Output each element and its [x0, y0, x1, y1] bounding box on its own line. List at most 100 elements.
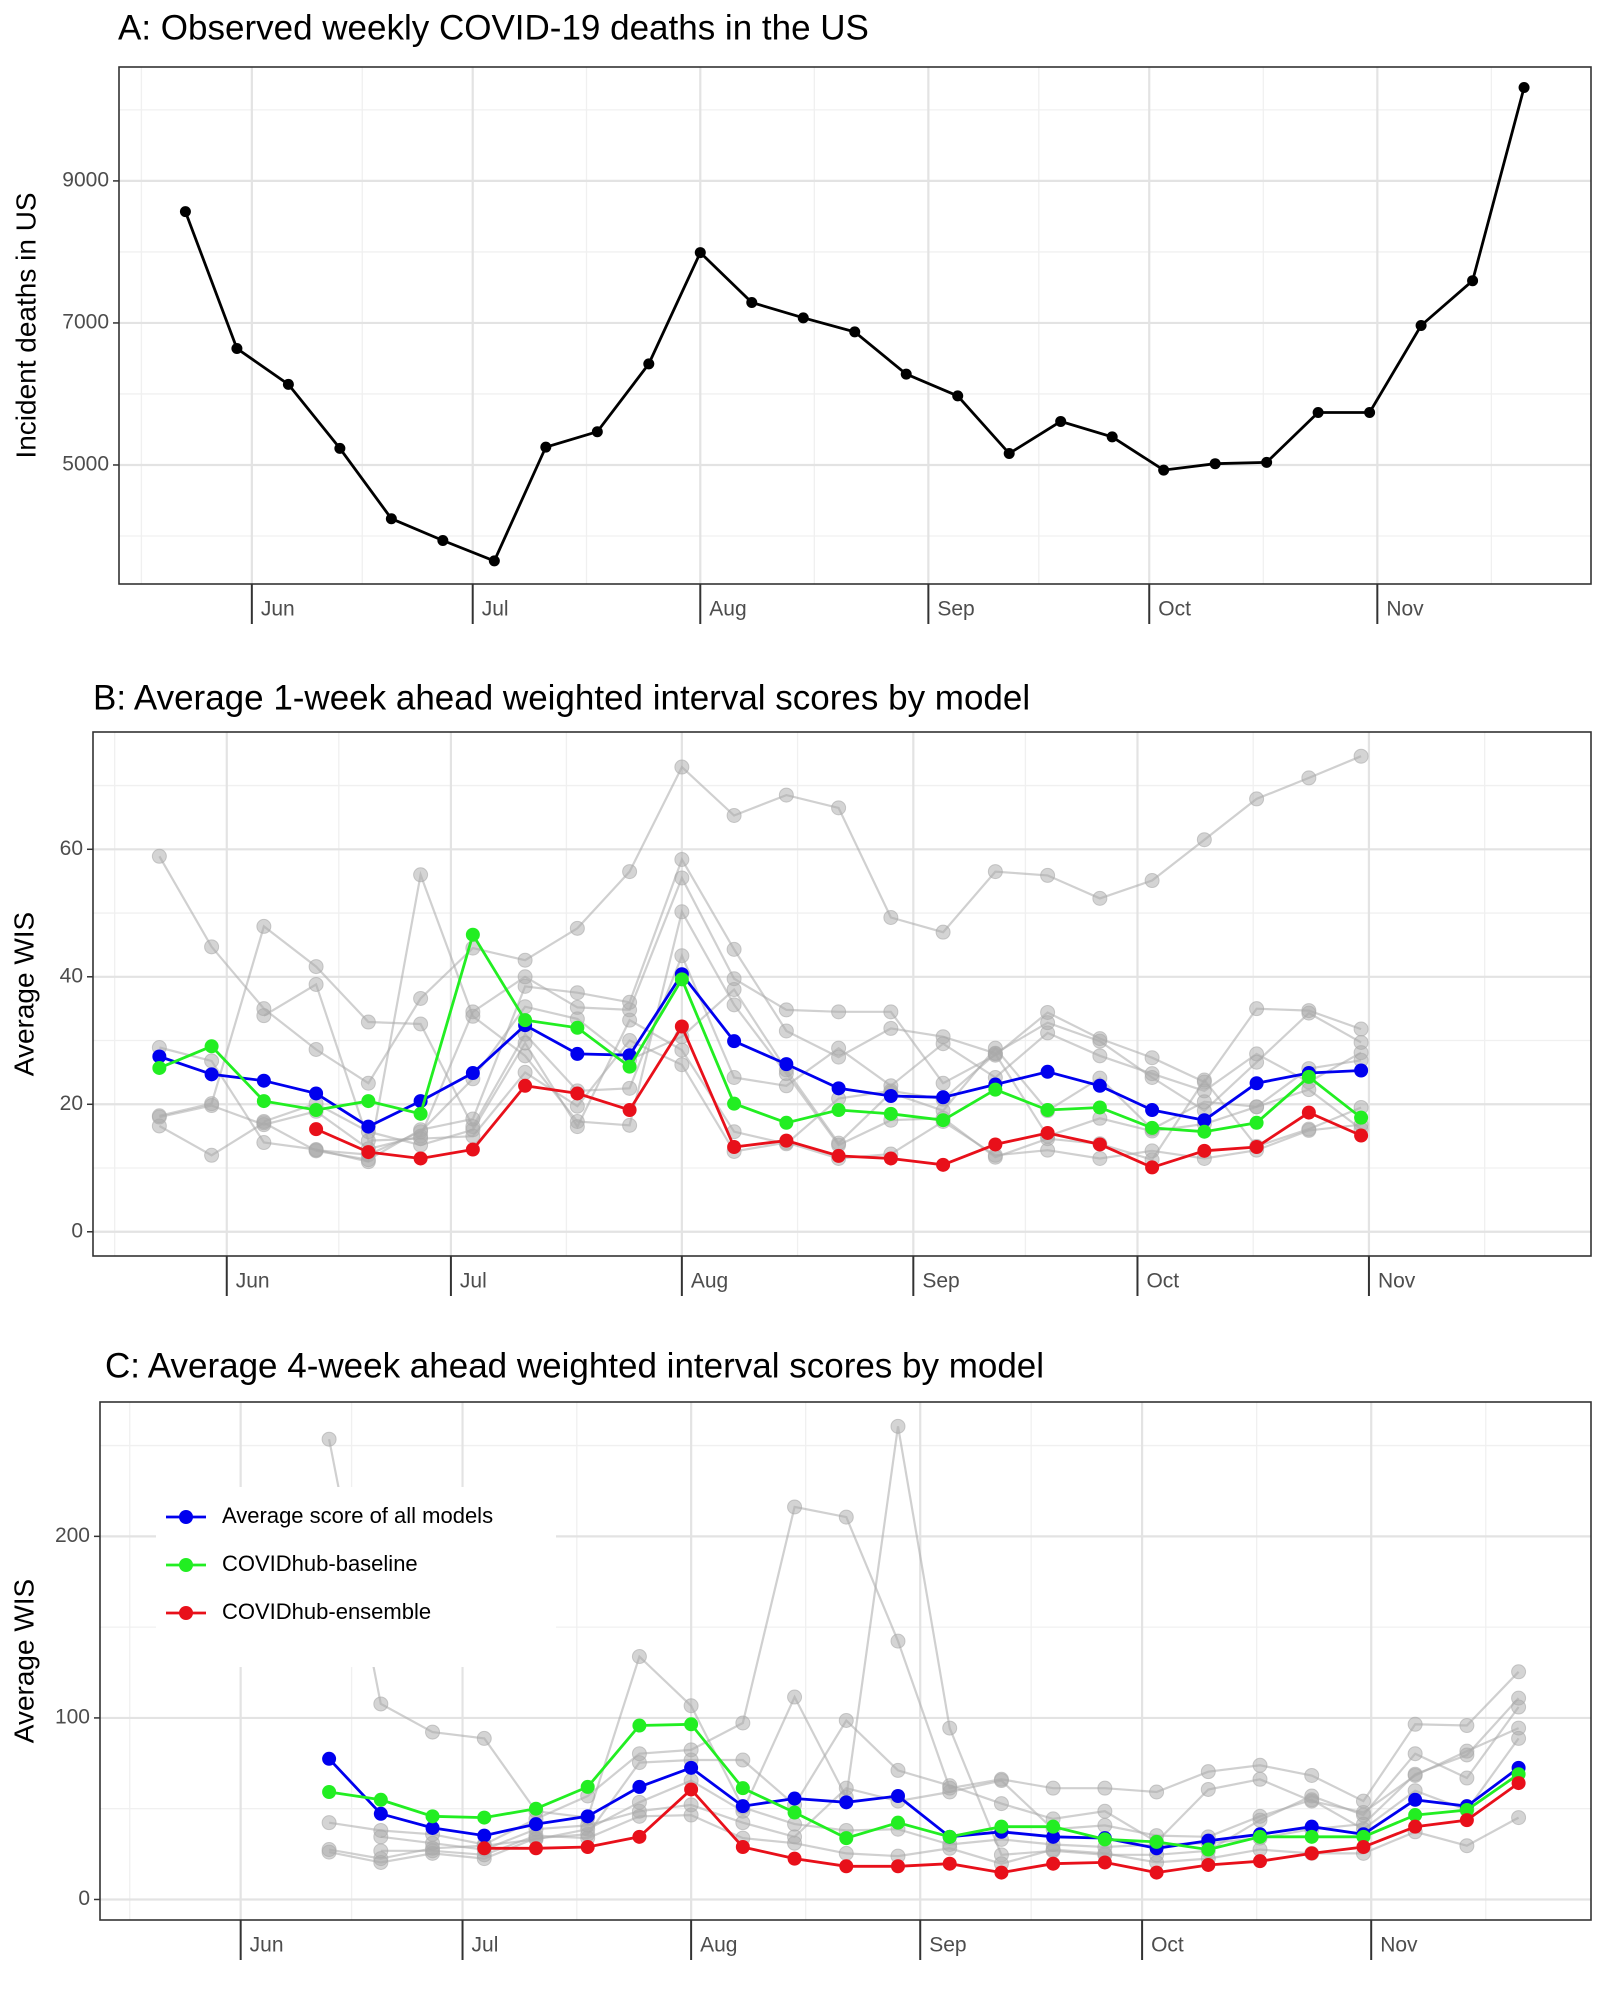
data-point — [1145, 1103, 1160, 1118]
data-point — [322, 1784, 337, 1799]
data-point — [1092, 1048, 1108, 1064]
data-point — [517, 978, 533, 994]
data-point — [632, 1829, 647, 1844]
x-tick-label: Oct — [1146, 1270, 1179, 1293]
x-tick-label: Nov — [1380, 1934, 1418, 1957]
data-point — [1197, 1124, 1212, 1139]
data-point — [1518, 82, 1530, 94]
y-tick-label: 9000 — [62, 168, 109, 191]
data-point — [1197, 1113, 1212, 1128]
data-point — [1355, 1805, 1371, 1821]
x-tick-label: Aug — [700, 1934, 737, 1957]
data-point — [1407, 1767, 1423, 1783]
data-point — [517, 952, 533, 968]
data-point — [1353, 748, 1369, 764]
data-point — [632, 1779, 647, 1794]
x-tick-label: Nov — [1386, 598, 1424, 621]
data-point — [517, 1035, 533, 1051]
data-point — [1301, 1122, 1317, 1138]
data-point — [1459, 1802, 1474, 1817]
data-point — [204, 1039, 219, 1054]
data-point — [1040, 1142, 1056, 1158]
data-point — [425, 1820, 440, 1835]
data-point — [727, 1139, 742, 1154]
data-point — [883, 1004, 899, 1020]
plot-marks — [179, 82, 1530, 567]
data-point — [151, 1108, 167, 1124]
x-tick-label: Sep — [922, 1270, 959, 1293]
data-point — [1145, 1160, 1160, 1175]
data-point — [831, 1040, 847, 1056]
data-point — [831, 1148, 846, 1163]
series-line — [328, 1722, 1520, 1852]
data-point — [631, 1649, 647, 1665]
data-point — [622, 1033, 638, 1049]
data-point — [1459, 1743, 1475, 1759]
series-line — [158, 931, 1362, 1134]
data-point — [528, 1817, 543, 1832]
y-axis-title: Incident deaths in US — [10, 192, 41, 458]
data-point — [1301, 1105, 1316, 1120]
data-point — [684, 1782, 699, 1797]
data-point — [643, 358, 655, 370]
data-point — [282, 378, 294, 390]
data-point — [1092, 1150, 1108, 1166]
plot-area — [119, 67, 1591, 584]
y-axis-title: Average WIS — [8, 1579, 39, 1743]
data-point — [890, 1633, 906, 1649]
data-point — [152, 1049, 167, 1064]
data-point — [839, 1859, 854, 1874]
data-point — [942, 1829, 957, 1844]
y-tick-label: 7000 — [62, 310, 109, 333]
data-point — [674, 1042, 690, 1058]
data-point — [309, 1086, 324, 1101]
data-point — [518, 1013, 533, 1028]
data-point — [994, 1865, 1009, 1880]
data-point — [569, 1119, 585, 1135]
plot-marks — [321, 1418, 1527, 1880]
data-point — [308, 976, 324, 992]
data-point — [1197, 1143, 1212, 1158]
data-point — [476, 1730, 492, 1746]
data-point — [1301, 770, 1317, 786]
data-point — [831, 800, 847, 816]
data-point — [883, 1106, 898, 1121]
data-point — [1097, 1817, 1113, 1833]
data-point — [361, 1094, 376, 1109]
data-point — [1040, 1125, 1055, 1140]
data-point — [528, 1841, 543, 1856]
data-point — [1158, 464, 1170, 476]
data-point — [309, 1122, 324, 1137]
data-point — [1144, 1143, 1160, 1159]
data-point — [622, 1103, 637, 1118]
y-tick-label: 5000 — [62, 453, 109, 476]
data-point — [1252, 1808, 1268, 1824]
data-point — [1408, 1808, 1423, 1823]
data-point — [373, 1829, 389, 1845]
y-tick-label: 200 — [55, 1524, 90, 1547]
data-point — [1149, 1834, 1164, 1849]
data-point — [413, 1137, 429, 1153]
data-point — [838, 1845, 854, 1861]
data-point — [831, 1135, 847, 1151]
data-point — [726, 808, 742, 824]
data-point — [569, 920, 585, 936]
data-point — [778, 1078, 794, 1094]
data-point — [425, 1809, 440, 1824]
data-point — [477, 1841, 492, 1856]
data-point — [622, 1117, 638, 1133]
data-point — [988, 1082, 1003, 1097]
data-point — [1046, 1819, 1061, 1834]
data-point — [256, 1113, 272, 1129]
data-point — [994, 1819, 1009, 1834]
data-point — [684, 1717, 699, 1732]
chart-title: C: Average 4-week ahead weighted interva… — [105, 1346, 1044, 1385]
data-point — [256, 1135, 272, 1151]
data-point — [900, 368, 912, 380]
data-point — [1097, 1780, 1113, 1796]
data-point — [935, 1036, 951, 1052]
data-point — [1149, 1865, 1164, 1880]
data-point — [1003, 447, 1015, 459]
data-point — [1261, 456, 1273, 468]
